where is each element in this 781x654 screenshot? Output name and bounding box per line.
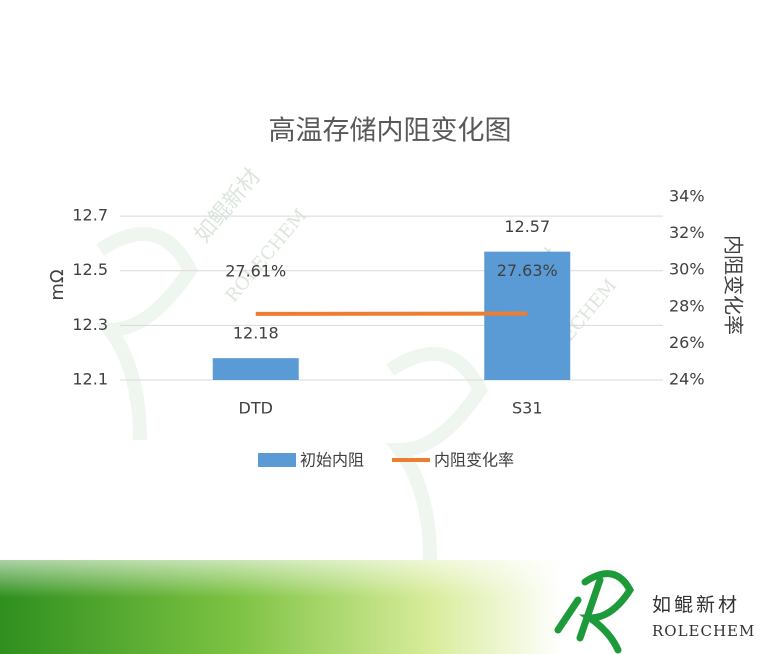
- y2-tick-label: 28%: [669, 296, 705, 315]
- y2-axis-label: 内阻变化率: [722, 235, 746, 335]
- legend-swatch: [258, 453, 296, 467]
- y2-tick-label: 30%: [669, 260, 705, 279]
- bar: [212, 358, 299, 380]
- logo-mark: [554, 570, 635, 654]
- y-tick-label: 12.1: [72, 370, 108, 389]
- legend-label: 内阻变化率: [434, 451, 514, 470]
- watermark-text: 如鲲新材: [190, 164, 266, 247]
- watermark-text: ROLECHEM: [222, 205, 312, 306]
- x-tick-label: DTD: [239, 399, 273, 418]
- y2-tick-label: 26%: [669, 333, 705, 352]
- bar-value-label: 12.18: [233, 324, 279, 343]
- y2-tick-label: 32%: [669, 223, 705, 242]
- line-value-label: 27.61%: [225, 261, 286, 280]
- bar: [484, 251, 571, 380]
- footer-shade: [0, 560, 781, 654]
- bar-value-label: 12.57: [504, 217, 550, 236]
- logo-brand: ROLECHEM: [652, 622, 755, 640]
- x-tick-label: S31: [512, 399, 543, 418]
- chart: 高温存储内阻变化图 12.1 12.3 12.5 12.7 24% 26% 28% 30% 32%…: [47, 116, 746, 470]
- y-axis-label: mΩ: [47, 269, 68, 301]
- y-tick-label: 12.3: [72, 315, 108, 334]
- y2-tick-label: 34%: [669, 187, 705, 206]
- line-value-label: 27.63%: [497, 261, 558, 280]
- y-tick-label: 12.5: [72, 260, 108, 279]
- y2-tick-label: 24%: [669, 370, 705, 389]
- y-tick-label: 12.7: [72, 206, 108, 225]
- logo-name: 如鲲新材: [652, 594, 740, 616]
- chart-title: 高温存储内阻变化图: [269, 116, 512, 147]
- legend-label: 初始内阻: [300, 451, 364, 470]
- watermark: [96, 227, 489, 561]
